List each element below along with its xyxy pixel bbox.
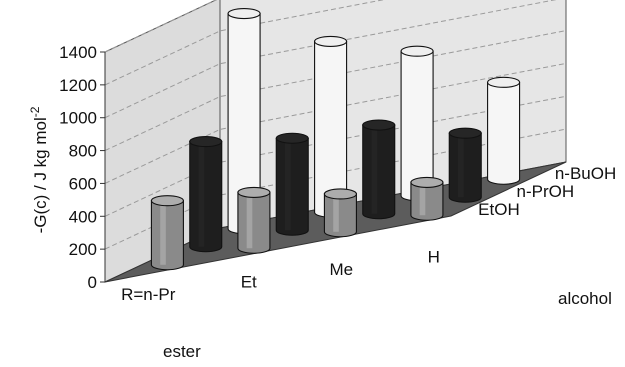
bar-cap [448,127,482,139]
y-tick-label: 1000 [59,109,97,128]
y-axis-title: -G(c) / J kg mol-2 [28,106,50,233]
bar [314,35,348,218]
bar-highlight [246,192,253,249]
z-series-label: EtOH [478,200,520,219]
bar-highlight [371,125,378,214]
bar [323,188,357,238]
bar-highlight [323,41,329,213]
y-tick-label: 1400 [59,43,97,62]
bar-body [150,200,184,271]
bar-highlight [409,51,416,196]
y-tick-label: 0 [88,273,97,292]
bar [410,176,444,221]
x-axis-title: ester [163,342,201,361]
gridline [104,30,567,152]
bar-highlight [285,138,291,231]
y-tick-label: 800 [69,142,97,161]
x-category-label: Et [241,272,257,291]
bar-cap [314,35,348,47]
bar-cap [237,186,271,198]
bar-highlight [496,82,502,180]
gridline [104,0,557,119]
z-series-label: n-PrOH [517,182,575,201]
y-tick-label: 200 [69,240,97,259]
bar [362,119,396,220]
x-axis-categories: R=n-Pr Et Me H [121,247,440,304]
bar [189,136,223,253]
bar-cap [227,7,261,20]
bar-body [275,137,309,236]
bar-body [237,191,271,254]
bar-cap [323,188,357,200]
y-axis-title-superscript: -2 [28,106,42,117]
gridline [104,0,385,86]
x-category-label: Me [329,260,353,279]
bar-cap [189,136,223,148]
bar-highlight [333,193,339,232]
bar-cap [410,176,444,188]
bar-highlight [419,182,426,216]
y-axis-title-text: -G(c) / J kg mol [31,117,50,233]
bar-body [410,181,444,221]
y-axis: 0 200 400 600 800 1000 1200 1400 [59,43,106,292]
z-series-label: n-BuOH [555,164,616,183]
bar-body [448,132,482,203]
bar [487,76,521,185]
bars [150,7,521,271]
bar-cap [275,132,309,144]
bar-cap [400,45,434,57]
bar-body [189,141,223,253]
gridline [104,62,567,184]
bar-highlight [160,200,166,265]
bar-cap [362,119,396,131]
x-category-label: H [428,247,440,266]
gridline [104,0,217,53]
bar [275,132,309,236]
bar-cap [150,195,184,207]
y-tick-label: 1200 [59,76,97,95]
bar-highlight [198,141,205,247]
z-axis-title: alcohol [558,289,612,308]
bar-highlight [236,13,243,229]
bar [448,127,482,203]
bar [150,195,184,271]
bar-body [362,124,396,220]
gridline [104,95,567,217]
bar-body [323,193,357,238]
bar-highlight [458,133,464,198]
bar-body [487,81,521,185]
x-category-label: R=n-Pr [121,285,176,304]
y-tick-label: 400 [69,207,97,226]
y-tick-label: 600 [69,174,97,193]
bar-cap [487,76,521,88]
bar [237,186,271,254]
